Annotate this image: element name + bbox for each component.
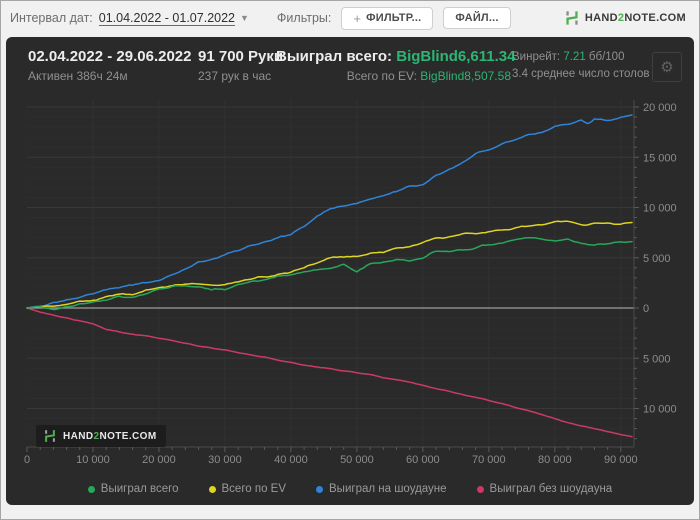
filters-label: Фильтры: xyxy=(276,11,332,25)
legend-dot-icon xyxy=(87,485,95,493)
legend-dot-icon xyxy=(316,485,324,493)
x-tick-label: 0 xyxy=(24,454,30,466)
top-toolbar: Интервал дат: 01.04.2022 - 01.07.2022 ▼ … xyxy=(0,0,700,36)
hand2note-logo-text: HAND2NOTE.COM xyxy=(584,12,686,24)
legend-item-1[interactable]: Всего по EV xyxy=(208,483,287,495)
series-line-3 xyxy=(26,307,633,438)
add-filter-button-label: ФИЛЬТР... xyxy=(366,12,422,24)
gear-icon: ⚙ xyxy=(660,58,674,76)
won-total: Выиграл всего: BigBlind6,611.34 xyxy=(276,48,516,65)
plus-icon: + xyxy=(353,10,362,26)
session-date-range: 02.04.2022 - 29.06.2022 xyxy=(28,48,192,65)
x-tick-label: 90 000 xyxy=(604,454,638,466)
file-filter-button-label: ФАЙЛ... xyxy=(455,12,499,24)
x-tick-label: 20 000 xyxy=(142,454,176,466)
ev-total: Всего по EV: BigBlind8,507.58 xyxy=(346,69,511,83)
hands-count-block: 91 700 Руки 237 рук в час xyxy=(198,48,283,83)
chevron-down-icon[interactable]: ▼ xyxy=(240,13,249,23)
avg-tables: 3.4 среднее число столов xyxy=(512,68,650,80)
results-panel: 02.04.2022 - 29.06.2022 Активен 386ч 24м… xyxy=(6,37,694,505)
hand2note-watermark-icon xyxy=(45,430,55,442)
hand2note-logo-icon xyxy=(566,11,578,25)
y-tick-label: 5 000 xyxy=(643,353,671,365)
winnings-block: Выиграл всего: BigBlind6,611.34 Всего по… xyxy=(276,48,516,83)
legend-dot-icon xyxy=(476,485,484,493)
hands-per-hour: 237 рук в час xyxy=(198,69,272,83)
winnings-chart[interactable]: 0 10 000 20 000 30 000 40 000 50 000 60 000 70 … xyxy=(6,37,694,505)
watermark-text: HAND2NOTE.COM xyxy=(63,430,157,442)
file-filter-button[interactable]: ФАЙЛ... xyxy=(443,7,511,29)
y-tick-label: 10 000 xyxy=(643,203,677,215)
legend-label: Выиграл без шоудауна xyxy=(489,483,613,495)
hands-count: 91 700 Руки xyxy=(198,48,284,65)
x-tick-label: 40 000 xyxy=(274,454,308,466)
legend-label: Выиграл всего xyxy=(100,483,179,495)
series-line-1 xyxy=(26,220,633,309)
y-tick-label: 15 000 xyxy=(643,152,677,164)
legend-item-0[interactable]: Выиграл всего xyxy=(87,483,179,495)
chart-legend: Выиграл всего Всего по EV Выиграл на шоуда… xyxy=(6,483,694,495)
legend-item-3[interactable]: Выиграл без шоудауна xyxy=(476,483,613,495)
winrate-block: Винрейт: 7.21 бб/100 3.4 среднее число с… xyxy=(512,51,650,80)
x-tick-label: 10 000 xyxy=(76,454,110,466)
legend-label: Всего по EV xyxy=(221,483,287,495)
hand2note-logo[interactable]: HAND2NOTE.COM xyxy=(564,10,686,26)
legend-dot-icon xyxy=(208,485,216,493)
ev-total-value: BigBlind8,507.58 xyxy=(420,69,511,83)
won-total-value: BigBlind6,611.34 xyxy=(396,48,516,65)
legend-label: Выиграл на шоудауне xyxy=(329,483,447,495)
winrate: Винрейт: 7.21 бб/100 xyxy=(512,51,625,63)
chart-watermark: HAND2NOTE.COM xyxy=(36,425,166,447)
x-tick-label: 50 000 xyxy=(340,454,374,466)
x-tick-label: 60 000 xyxy=(406,454,440,466)
series-line-0 xyxy=(26,236,633,311)
x-tick-label: 80 000 xyxy=(538,454,572,466)
legend-item-2[interactable]: Выиграл на шоудауне xyxy=(316,483,447,495)
date-range-selector[interactable]: 01.04.2022 - 01.07.2022 xyxy=(98,10,235,26)
session-dates-block: 02.04.2022 - 29.06.2022 Активен 386ч 24м xyxy=(28,48,191,83)
chart-settings-button[interactable]: ⚙ xyxy=(652,52,682,82)
y-tick-label: 20 000 xyxy=(643,102,677,114)
date-interval-label: Интервал дат: xyxy=(10,11,93,25)
x-tick-label: 30 000 xyxy=(208,454,242,466)
x-tick-label: 70 000 xyxy=(472,454,506,466)
session-active-time: Активен 386ч 24м xyxy=(28,69,128,83)
y-tick-label: 0 xyxy=(643,303,649,315)
y-tick-label: 5 000 xyxy=(643,253,671,265)
series-line-2 xyxy=(26,114,633,309)
add-filter-button[interactable]: + ФИЛЬТР... xyxy=(341,6,434,30)
winrate-value: 7.21 xyxy=(563,51,586,63)
y-tick-label: 10 000 xyxy=(643,404,677,416)
